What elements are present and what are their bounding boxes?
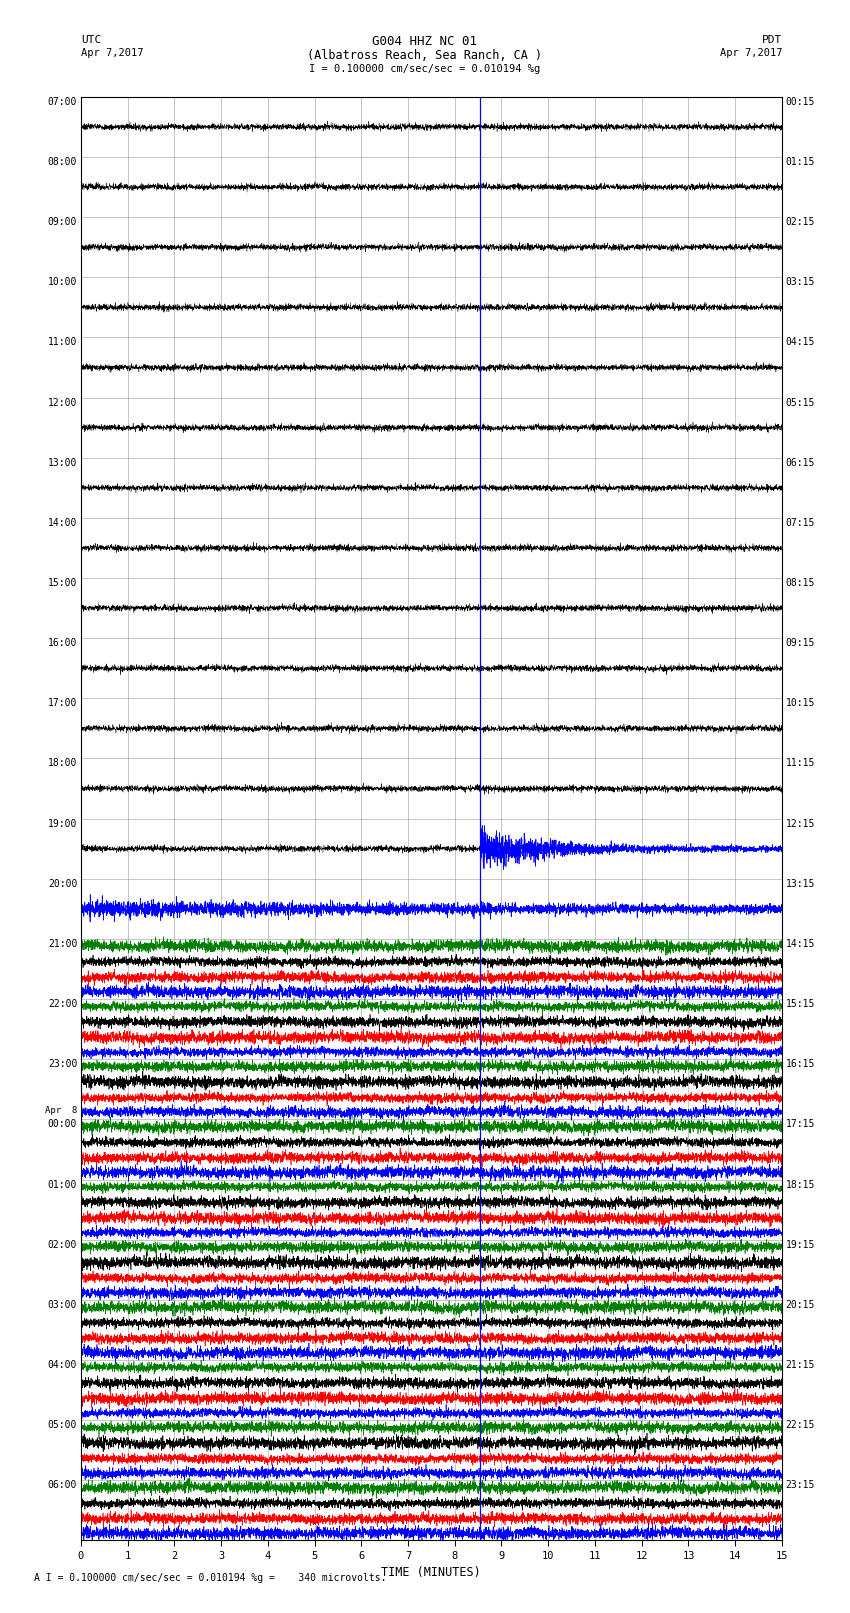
Text: Apr  8: Apr 8 [45, 1107, 77, 1115]
Text: 15:00: 15:00 [48, 577, 77, 589]
Text: 23:00: 23:00 [48, 1060, 77, 1069]
Text: Apr 7,2017: Apr 7,2017 [719, 48, 782, 58]
Text: 18:15: 18:15 [785, 1179, 815, 1189]
Text: 12:00: 12:00 [48, 397, 77, 408]
Text: 03:15: 03:15 [785, 277, 815, 287]
X-axis label: TIME (MINUTES): TIME (MINUTES) [382, 1566, 481, 1579]
Text: 20:15: 20:15 [785, 1300, 815, 1310]
Text: 07:00: 07:00 [48, 97, 77, 106]
Text: 03:00: 03:00 [48, 1300, 77, 1310]
Text: 17:15: 17:15 [785, 1119, 815, 1129]
Text: 08:00: 08:00 [48, 156, 77, 166]
Text: 01:00: 01:00 [48, 1179, 77, 1189]
Text: UTC: UTC [81, 35, 101, 45]
Text: 09:00: 09:00 [48, 218, 77, 227]
Text: 00:15: 00:15 [785, 97, 815, 106]
Text: 15:15: 15:15 [785, 998, 815, 1010]
Text: 22:15: 22:15 [785, 1419, 815, 1431]
Text: 14:00: 14:00 [48, 518, 77, 527]
Text: 23:15: 23:15 [785, 1481, 815, 1490]
Text: 17:00: 17:00 [48, 698, 77, 708]
Text: 18:00: 18:00 [48, 758, 77, 768]
Text: PDT: PDT [762, 35, 782, 45]
Text: 13:00: 13:00 [48, 458, 77, 468]
Text: 07:15: 07:15 [785, 518, 815, 527]
Text: 04:00: 04:00 [48, 1360, 77, 1369]
Text: 11:15: 11:15 [785, 758, 815, 768]
Text: 08:15: 08:15 [785, 577, 815, 589]
Text: 16:15: 16:15 [785, 1060, 815, 1069]
Text: 13:15: 13:15 [785, 879, 815, 889]
Text: 20:00: 20:00 [48, 879, 77, 889]
Text: I = 0.100000 cm/sec/sec = 0.010194 %g: I = 0.100000 cm/sec/sec = 0.010194 %g [309, 65, 541, 74]
Text: A I = 0.100000 cm/sec/sec = 0.010194 %g =    340 microvolts.: A I = 0.100000 cm/sec/sec = 0.010194 %g … [34, 1573, 387, 1582]
Text: 05:00: 05:00 [48, 1419, 77, 1431]
Text: 01:15: 01:15 [785, 156, 815, 166]
Text: 16:00: 16:00 [48, 639, 77, 648]
Text: 12:15: 12:15 [785, 819, 815, 829]
Text: (Albatross Reach, Sea Ranch, CA ): (Albatross Reach, Sea Ranch, CA ) [308, 50, 542, 63]
Text: 11:00: 11:00 [48, 337, 77, 347]
Text: 10:15: 10:15 [785, 698, 815, 708]
Text: 06:00: 06:00 [48, 1481, 77, 1490]
Text: 19:00: 19:00 [48, 819, 77, 829]
Text: 02:15: 02:15 [785, 218, 815, 227]
Text: 02:00: 02:00 [48, 1240, 77, 1250]
Text: 21:15: 21:15 [785, 1360, 815, 1369]
Text: 14:15: 14:15 [785, 939, 815, 948]
Text: 22:00: 22:00 [48, 998, 77, 1010]
Text: 19:15: 19:15 [785, 1240, 815, 1250]
Text: 10:00: 10:00 [48, 277, 77, 287]
Text: 21:00: 21:00 [48, 939, 77, 948]
Text: 04:15: 04:15 [785, 337, 815, 347]
Text: G004 HHZ NC 01: G004 HHZ NC 01 [372, 35, 478, 48]
Text: Apr 7,2017: Apr 7,2017 [81, 48, 144, 58]
Text: 09:15: 09:15 [785, 639, 815, 648]
Text: 06:15: 06:15 [785, 458, 815, 468]
Text: 00:00: 00:00 [48, 1119, 77, 1129]
Text: 05:15: 05:15 [785, 397, 815, 408]
